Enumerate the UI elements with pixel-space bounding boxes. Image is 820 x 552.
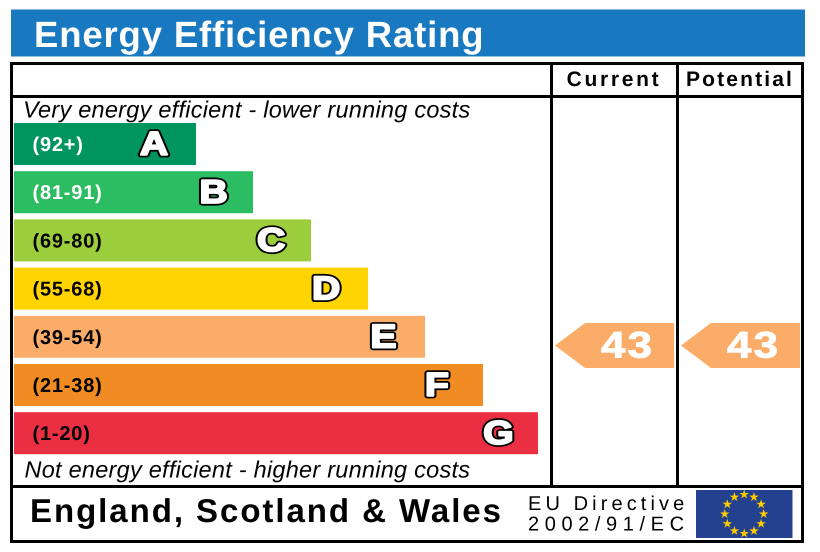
svg-text:England, Scotland & Wales: England, Scotland & Wales <box>30 492 503 529</box>
svg-text:(81-91): (81-91) <box>33 182 103 204</box>
svg-text:(92+): (92+) <box>33 134 84 156</box>
svg-text:Very energy efficient - lower: Very energy efficient - lower running co… <box>23 97 470 123</box>
svg-text:(39-54): (39-54) <box>33 327 103 349</box>
svg-text:Not energy efficient - higher: Not energy efficient - higher running co… <box>25 457 471 483</box>
svg-text:2002/91/EC: 2002/91/EC <box>528 514 690 536</box>
svg-text:EU Directive: EU Directive <box>528 493 688 515</box>
svg-text:(55-68): (55-68) <box>33 279 103 301</box>
svg-text:(1-20): (1-20) <box>33 423 91 445</box>
svg-text:(69-80): (69-80) <box>33 230 103 252</box>
svg-text:Potential: Potential <box>686 68 794 91</box>
svg-text:Current: Current <box>567 68 662 91</box>
svg-text:Energy Efficiency Rating: Energy Efficiency Rating <box>34 14 484 55</box>
svg-text:(21-38): (21-38) <box>33 375 103 397</box>
